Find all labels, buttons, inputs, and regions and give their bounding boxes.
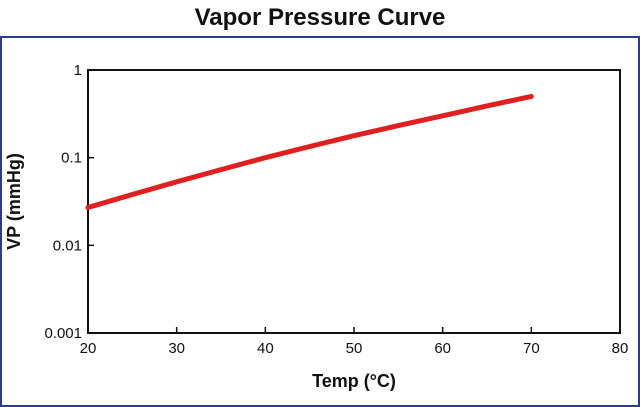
chart-title: Vapor Pressure Curve: [194, 4, 446, 31]
y-axis-label: VP (mmHg): [4, 153, 24, 250]
y-tick-label: 0.01: [53, 237, 82, 254]
x-tick-label: 40: [257, 340, 274, 357]
x-tick-label: 30: [168, 340, 185, 357]
x-tick-label: 60: [434, 340, 451, 357]
plot-border: [87, 69, 621, 334]
plot-area: [87, 69, 621, 334]
y-axis: 0.001 0.01 0.1 1: [44, 62, 94, 342]
y-tick-label: 1: [74, 62, 82, 79]
x-tick-label: 20: [80, 340, 97, 357]
x-tick-label: 50: [346, 340, 363, 357]
series-group: [85, 93, 534, 210]
x-axis-label: Temp (°C): [312, 371, 396, 391]
chart-frame: [0, 36, 640, 407]
y-tick-label: 0.1: [61, 150, 82, 167]
y-tick-label: 0.001: [44, 325, 82, 342]
x-tick-label: 80: [612, 340, 629, 357]
x-axis: 20 30 40 50 60 70 80: [80, 327, 629, 357]
series-line: [85, 93, 534, 210]
x-tick-label: 70: [523, 340, 540, 357]
